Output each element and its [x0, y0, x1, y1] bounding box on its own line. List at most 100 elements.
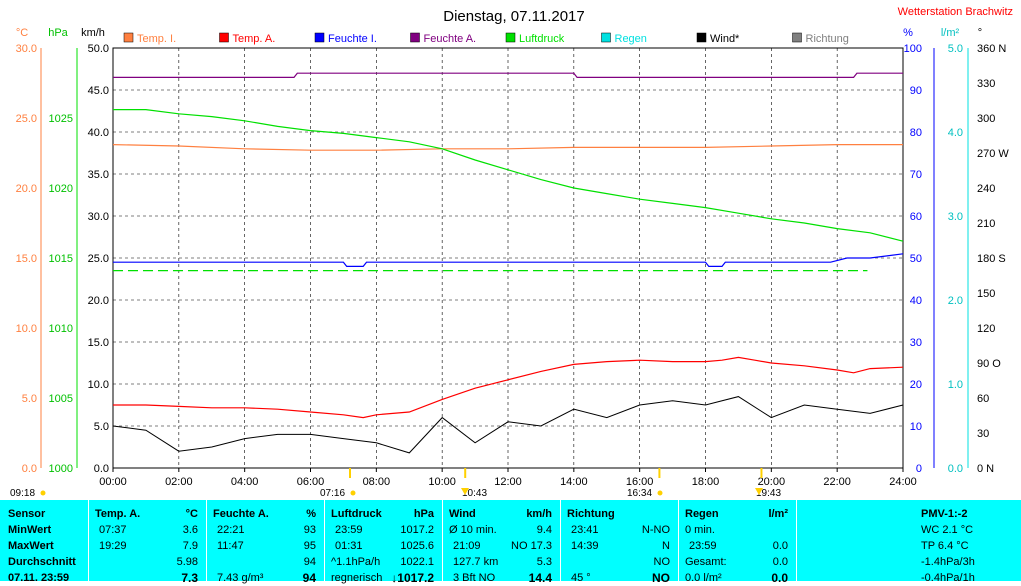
temp-axis-unit: °C — [16, 27, 28, 39]
pressure-tick-label: 1015 — [49, 253, 73, 265]
cell-value: 0.0 — [772, 540, 788, 552]
humidity-tick-label: 80 — [910, 127, 922, 139]
x-tick-label: 20:00 — [758, 476, 786, 488]
legend-swatch — [505, 32, 516, 43]
col-separator — [88, 500, 89, 581]
cell-time: 23:41 — [571, 524, 599, 536]
pmv-value: -1.4hPa/3h — [921, 556, 975, 568]
col-separator — [206, 500, 207, 581]
humidity-tick-label: 70 — [910, 169, 922, 181]
cell-value: 9.4 — [536, 524, 552, 536]
wind-tick-label: 30.0 — [88, 211, 109, 223]
cell-time: 19:29 — [99, 540, 127, 552]
series-line-feuchte-i — [113, 253, 904, 267]
direction-tick-label: 180 S — [977, 253, 1006, 265]
rain-tick-label: 1.0 — [948, 379, 963, 391]
chart-title: Dienstag, 07.11.2017 — [443, 8, 585, 25]
sun-marker-arrow — [461, 488, 469, 495]
wind-tick-label: 40.0 — [88, 127, 109, 139]
x-tick-label: 00:00 — [99, 476, 127, 488]
pressure-tick-label: 1025 — [49, 113, 73, 125]
legend-label: Regen — [615, 33, 647, 45]
col-unit: km/h — [526, 508, 552, 520]
rain-tick-label: 2.0 — [948, 295, 963, 307]
humidity-tick-label: 0 — [916, 463, 922, 475]
pmv-value: -0.4hPa/1h — [921, 572, 975, 584]
cell-value: NO — [653, 556, 671, 568]
direction-tick-label: 0 N — [977, 463, 994, 475]
cell-time: 0 min. — [685, 524, 715, 536]
wind-axis-unit: km/h — [81, 27, 105, 39]
direction-tick-label: 270 W — [977, 148, 1009, 160]
temp-tick-label: 20.0 — [16, 183, 37, 195]
legend-label: Feuchte A. — [424, 33, 477, 45]
direction-tick-label: 150 — [977, 288, 995, 300]
direction-tick-label: 90 O — [977, 358, 1001, 370]
col-separator — [560, 500, 561, 581]
x-tick-label: 22:00 — [823, 476, 851, 488]
x-tick-label: 24:00 — [889, 476, 917, 488]
col-header: Wind — [449, 508, 476, 520]
row-label: 07.11. 23:59 — [8, 572, 70, 584]
cell-time: 14:39 — [571, 540, 599, 552]
legend-label: Temp. I. — [137, 33, 176, 45]
cell-value: 5.3 — [536, 556, 552, 568]
legend-swatch — [696, 32, 707, 43]
row-label: Sensor — [8, 508, 46, 520]
cell-value: NO — [652, 571, 670, 585]
col-unit: °C — [185, 508, 198, 520]
wind-tick-label: 15.0 — [88, 337, 109, 349]
pmv-value: WC 2.1 °C — [921, 524, 974, 536]
wind-tick-label: 5.0 — [94, 421, 109, 433]
humidity-tick-label: 60 — [910, 211, 922, 223]
cell-value: 3.6 — [182, 524, 198, 536]
temp-tick-label: 30.0 — [16, 43, 37, 55]
table-col-regen: Regen l/m² 0 min. 23:59 0.0 Gesamt: 0.0 0.0… — [679, 500, 796, 585]
cell-value: 5.98 — [176, 556, 198, 568]
wind-tick-label: 10.0 — [88, 379, 109, 391]
cell-time: 11:47 — [217, 540, 244, 552]
pressure-tick-label: 1010 — [49, 323, 73, 335]
series-line-feuchte-a — [113, 72, 903, 79]
table-col-richtung: Richtung 23:41 N-NO 14:39 N NO 45 ° NO — [561, 500, 678, 585]
rain-tick-label: 3.0 — [948, 211, 963, 223]
x-axis-ticks: 00:00 02:00 04:00 06:00 08:00 10:00 12:00 14:00… — [99, 468, 917, 488]
sun-marker-arrow — [755, 488, 763, 495]
cell-time: 21:09 — [453, 540, 481, 552]
wind-tick-label: 45.0 — [88, 85, 109, 97]
direction-tick-label: 240 — [977, 183, 995, 195]
series-layer — [112, 72, 904, 454]
cell-time: 7.43 g/m³ — [217, 572, 264, 584]
table-col-luftdruck: Luftdruck hPa 23:59 1017.2 01:31 1025.6 ^1.… — [325, 500, 442, 585]
legend-swatch — [410, 32, 420, 43]
col-header: Richtung — [567, 508, 615, 520]
legend-label: Temp. A. — [233, 33, 276, 45]
humidity-tick-label: 50 — [910, 253, 922, 265]
series-line-temp-i — [112, 144, 903, 151]
legend-swatch — [314, 32, 325, 43]
humidity-axis-unit: % — [903, 27, 913, 39]
cell-time: 07:37 — [99, 524, 127, 536]
sun-marker-dot — [40, 490, 46, 496]
wind-tick-label: 35.0 — [88, 169, 109, 181]
x-tick-label: 10:00 — [428, 476, 456, 488]
table-col-feuchte: Feuchte A.% 22:21 93 11:47 95 94 7.43 g/m³… — [207, 500, 324, 585]
humidity-tick-label: 20 — [910, 379, 922, 391]
pressure-axis-unit: hPa — [48, 27, 68, 39]
humidity-tick-label: 90 — [910, 85, 922, 97]
col-header: Regen — [685, 508, 719, 520]
rain-tick-label: 4.0 — [948, 127, 963, 139]
table-col-temp: Temp. A. °C 07:37 3.6 19:29 7.9 5.98 7.3 — [89, 500, 206, 585]
sun-marker-dot — [350, 490, 356, 496]
row-label: MaxWert — [8, 540, 54, 552]
cell-value: 7.3 — [181, 571, 198, 585]
pmv-value: TP 6.4 °C — [921, 540, 969, 552]
cell-value: 93 — [303, 524, 316, 536]
pressure-tick-label: 1000 — [49, 463, 73, 475]
legend-swatch — [601, 32, 611, 43]
series-line-temp-a — [113, 356, 904, 419]
col-header: Temp. A. — [95, 508, 141, 520]
station-name: Wetterstation Brachwitz — [897, 6, 1013, 18]
row-label: MinWert — [8, 524, 52, 536]
humidity-tick-label: 100 — [904, 43, 922, 55]
